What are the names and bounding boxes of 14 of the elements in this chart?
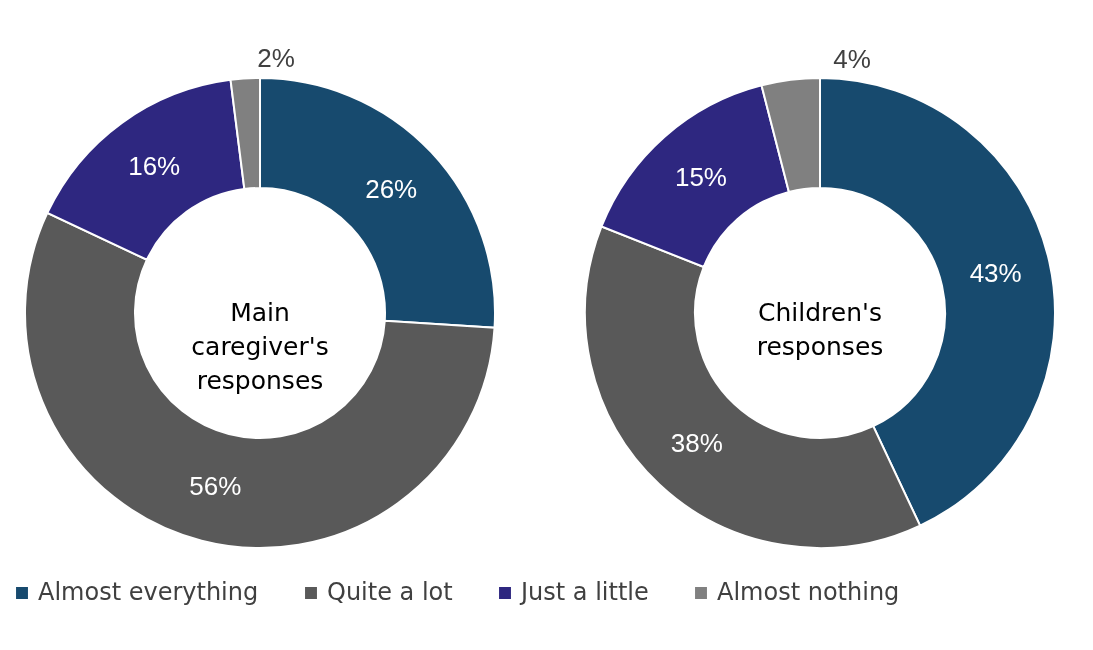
data-label: 26% [365,173,418,204]
legend-label: Just a little [519,578,649,606]
slice-label: Children's responses [756,298,884,361]
legend-label: Almost nothing [717,578,900,606]
data-label: 43% [969,257,1022,288]
data-label: 38% [670,428,723,459]
legend-label: Almost everything [38,578,259,606]
data-label: 4% [833,44,871,75]
slice-label: Main caregiver's responses [191,298,329,395]
data-label: 16% [128,151,181,182]
data-label: 56% [189,471,242,502]
data-label: 15% [674,161,727,192]
data-label: 2% [257,42,295,73]
legend-label: Quite a lot [327,578,453,606]
